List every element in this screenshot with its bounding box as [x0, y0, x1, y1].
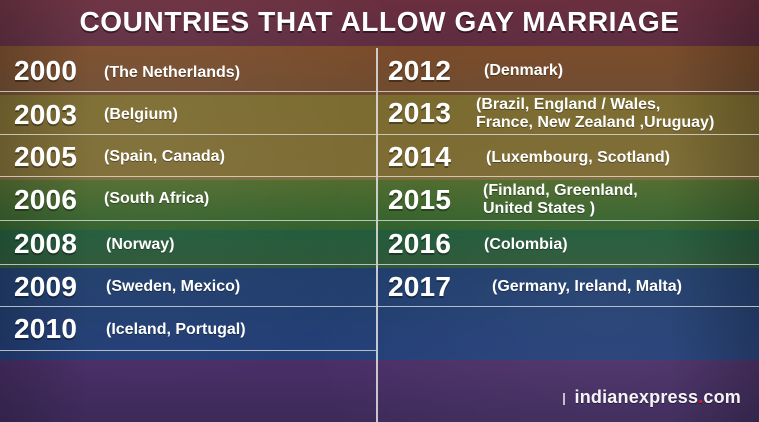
- year-label: 2008: [14, 228, 78, 259]
- year-label: 2016: [388, 228, 452, 259]
- year-label: 2013: [388, 97, 452, 128]
- country-list: (Luxembourg, Scotland): [486, 149, 670, 166]
- country-list: (Norway): [106, 236, 175, 253]
- row-separator: [0, 176, 376, 177]
- country-list: (Finland, Greenland, United States ): [483, 182, 638, 217]
- year-label: 2006: [14, 184, 78, 215]
- country-list: (Colombia): [484, 236, 568, 253]
- country-list: (Denmark): [484, 62, 564, 79]
- watermark-dot: .: [698, 387, 704, 407]
- year-label: 2017: [388, 271, 452, 302]
- country-list: (Germany, Ireland, Malta): [492, 278, 682, 295]
- year-label: 2012: [388, 55, 452, 86]
- row-separator: [378, 134, 759, 135]
- row-separator: [378, 176, 759, 177]
- row-separator: [378, 264, 759, 265]
- row-separator: [0, 91, 376, 92]
- page-title: COUNTRIES THAT ALLOW GAY MARRIAGE: [79, 6, 680, 37]
- year-label: 2003: [14, 99, 78, 130]
- row-separator: [378, 91, 759, 92]
- row-separator: [0, 220, 376, 221]
- year-label: 2009: [14, 271, 78, 302]
- country-list: (The Netherlands): [104, 64, 241, 81]
- year-label: 2015: [388, 184, 452, 215]
- row-separator: [0, 264, 376, 265]
- row-separator: [378, 220, 759, 221]
- row-separator: [378, 306, 759, 307]
- watermark-brand: indianexpress: [574, 387, 699, 407]
- watermark-tld: com: [703, 387, 741, 407]
- country-list: (Spain, Canada): [104, 148, 225, 165]
- country-list: (South Africa): [104, 190, 210, 207]
- row-separator: [0, 350, 376, 351]
- brand-mark-icon: [562, 393, 571, 405]
- indianexpress-watermark: indianexpress.com: [562, 387, 741, 408]
- column-divider: [376, 48, 378, 422]
- row-separator: [0, 134, 376, 135]
- country-list: (Brazil, England / Wales, France, New Ze…: [476, 96, 715, 131]
- year-label: 2014: [388, 141, 452, 172]
- year-label: 2005: [14, 141, 78, 172]
- row-separator: [0, 306, 376, 307]
- year-label: 2000: [14, 55, 78, 86]
- country-list: (Iceland, Portugal): [106, 321, 246, 338]
- country-list: (Sweden, Mexico): [106, 278, 241, 295]
- country-list: (Belgium): [104, 106, 178, 123]
- year-label: 2010: [14, 313, 78, 344]
